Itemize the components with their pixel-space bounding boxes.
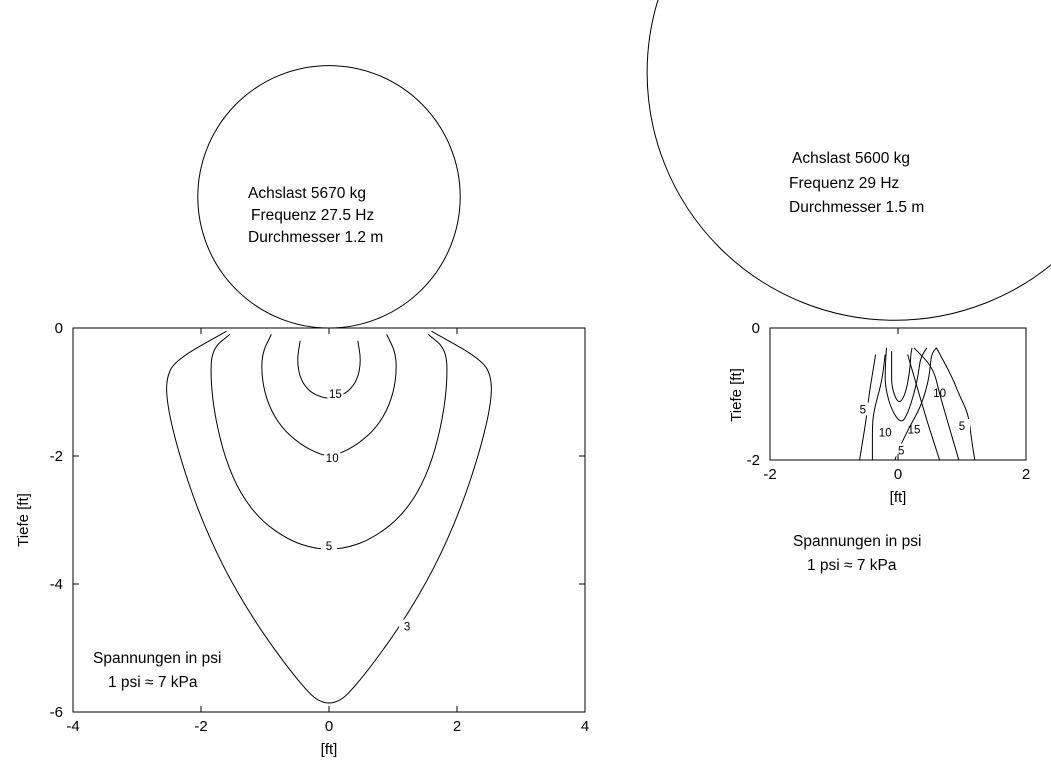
right-contour-label-bg-4	[893, 443, 910, 457]
right-contour-10-line-3	[884, 347, 928, 422]
left-x-axis-title: [ft]	[321, 741, 338, 758]
left-x-tick-label: 4	[581, 718, 589, 735]
right-contour-10-line-6	[913, 347, 960, 461]
left-y-tick-label: -2	[50, 448, 63, 465]
left-contour-label-5-2: 5	[326, 541, 332, 553]
left-wheel-circle	[197, 65, 461, 329]
left-contour-label-bg-1	[324, 451, 341, 465]
left-contour-5-line-2	[210, 334, 448, 550]
right-wheel-diameter: Durchmesser 1.5 m	[789, 199, 924, 216]
left-contour-label-10-1: 10	[326, 453, 339, 465]
left-y-tick-label: -4	[50, 576, 63, 593]
right-contour-10-line-1	[871, 354, 886, 460]
right-y-axis-title: Tiefe [ft]	[728, 368, 745, 422]
left-wheel-frequency: Frequenz 27.5 Hz	[251, 207, 374, 224]
left-contour-lines: 15 10 5 3	[166, 330, 492, 704]
right-y-tick-label: 0	[752, 320, 760, 337]
right-wheel-frequency: Frequenz 29 Hz	[789, 175, 899, 192]
left-contour-label-15-0: 15	[329, 389, 342, 401]
right-contour-5-line-4	[894, 347, 937, 461]
right-contour-label-10-1: 10	[879, 428, 892, 440]
left-contour-label-bg-3	[399, 619, 416, 633]
right-x-tick-label: 2	[1022, 466, 1030, 483]
left-y-tick-label: -6	[50, 704, 63, 721]
right-x-tick-label: -2	[763, 466, 776, 483]
right-y-tick-label: -2	[747, 452, 760, 469]
right-stress-note-conversion: 1 psi ≈ 7 kPa	[807, 557, 897, 574]
right-contour-label-bg-1	[877, 425, 894, 439]
right-axis-ticks	[769, 327, 1027, 461]
left-stress-note-conversion: 1 psi ≈ 7 kPa	[108, 674, 198, 691]
left-tick-labels: -4 -2 0 2 40-2-4-6	[50, 320, 590, 735]
left-axis-ticks	[72, 327, 586, 713]
left-wheel-diameter: Durchmesser 1.2 m	[248, 229, 383, 246]
right-contour-label-bg-5	[954, 419, 970, 432]
left-contour-label-bg-0	[327, 387, 344, 401]
left-x-tick-label: -4	[66, 718, 79, 735]
right-x-tick-label: 0	[894, 466, 902, 483]
left-contour-label-3-3: 3	[404, 622, 410, 634]
left-contour-label-bg-2	[321, 538, 337, 552]
right-stress-note-unit: Spannungen in psi	[793, 533, 921, 550]
right-contour-label-5-5: 5	[959, 421, 965, 433]
left-x-tick-label: -2	[194, 718, 207, 735]
right-plot-frame	[769, 327, 1027, 461]
right-x-axis-title: [ft]	[890, 489, 907, 506]
right-contour-15-line-2	[891, 347, 913, 403]
right-contour-5-line-5	[935, 347, 976, 461]
right-contour-15-line-7	[907, 354, 941, 461]
right-tick-labels: -2 0 2 0 -2	[747, 320, 1031, 483]
left-wheel-text: Achslast 5670 kg Frequenz 27.5 Hz Durchm…	[248, 185, 383, 246]
left-wheel-axle-load: Achslast 5670 kg	[248, 185, 366, 202]
left-x-tick-label: 0	[325, 718, 333, 735]
right-contour-label-5-4: 5	[898, 445, 904, 457]
right-wheel-text: Achslast 5600 kg Frequenz 29 Hz Durchmes…	[789, 150, 924, 216]
left-contour-3-line-3	[166, 330, 492, 704]
left-stress-note-unit: Spannungen in psi	[93, 650, 221, 667]
left-y-tick-label: 0	[55, 320, 63, 337]
left-x-tick-label: 2	[453, 718, 461, 735]
right-contour-label-bg-0	[854, 402, 871, 416]
right-contour-label-15-2: 15	[908, 424, 921, 436]
left-stress-note: Spannungen in psi 1 psi ≈ 7 kPa	[93, 650, 221, 691]
right-stress-note: Spannungen in psi 1 psi ≈ 7 kPa	[793, 533, 921, 574]
right-wheel-axle-load: Achslast 5600 kg	[792, 150, 910, 167]
left-y-axis-title: Tiefe [ft]	[15, 493, 32, 547]
right-contour-label-5-0: 5	[860, 405, 866, 417]
right-wheel-circle	[646, 0, 1051, 321]
